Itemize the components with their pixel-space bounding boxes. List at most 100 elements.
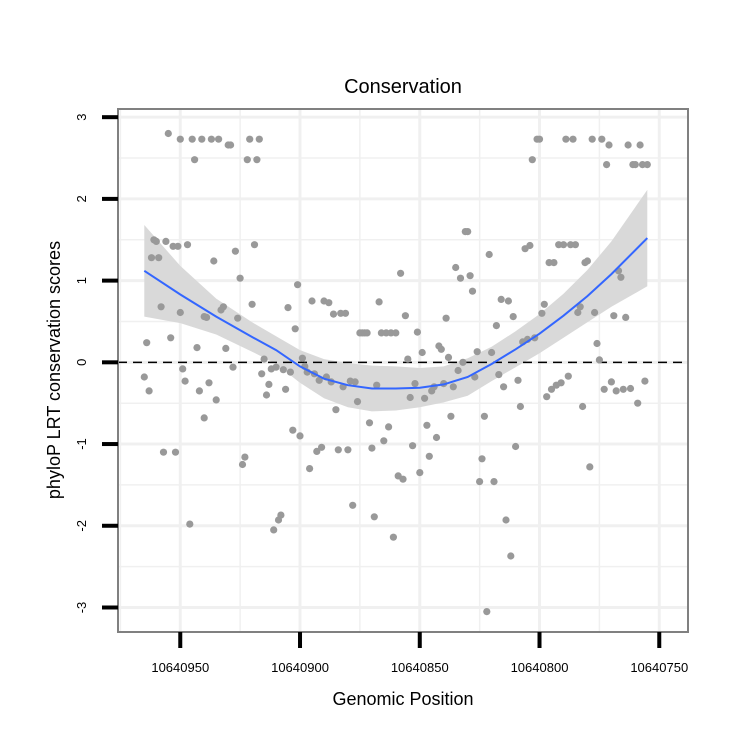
y-tick-label: 1 <box>74 277 89 284</box>
data-point <box>586 463 594 471</box>
data-point <box>404 355 412 363</box>
data-point <box>526 241 534 250</box>
data-point <box>234 314 242 322</box>
data-point <box>198 135 206 143</box>
data-point <box>282 385 290 393</box>
data-point <box>341 309 350 317</box>
data-point <box>215 135 223 143</box>
data-point <box>353 398 362 406</box>
data-point <box>286 368 294 376</box>
confidence-band <box>144 189 648 412</box>
data-point <box>205 379 213 387</box>
data-point <box>222 344 230 352</box>
data-point <box>459 358 467 366</box>
data-point <box>143 339 151 347</box>
data-point <box>207 135 215 143</box>
chart-title: Conservation <box>344 76 462 98</box>
data-point <box>617 273 625 281</box>
data-point <box>626 384 635 393</box>
data-point <box>490 478 498 486</box>
data-points <box>140 129 651 616</box>
x-axis: 10640950 10640900 10640850 10640800 10640750 <box>151 632 688 675</box>
data-point <box>636 141 644 149</box>
data-point <box>147 254 156 262</box>
data-point <box>612 387 620 395</box>
data-point <box>591 308 599 317</box>
data-point <box>157 303 165 311</box>
data-point <box>468 287 477 295</box>
data-point <box>375 298 383 306</box>
grid-lines <box>118 109 688 632</box>
data-point <box>473 348 481 356</box>
data-point <box>514 376 522 384</box>
smooth-line <box>143 237 649 390</box>
data-point <box>298 354 306 362</box>
data-point <box>174 242 182 250</box>
data-point <box>579 402 587 411</box>
data-point <box>466 272 474 280</box>
data-point <box>270 526 278 534</box>
data-point <box>145 387 153 395</box>
data-point <box>595 356 604 364</box>
data-point <box>241 453 249 461</box>
data-point <box>576 303 584 311</box>
data-point <box>392 329 400 337</box>
data-point <box>550 259 558 267</box>
data-point <box>140 373 148 381</box>
data-point <box>454 366 462 375</box>
data-point <box>600 385 608 393</box>
data-point <box>313 447 321 455</box>
data-point <box>397 269 405 277</box>
data-point <box>559 241 568 249</box>
data-point <box>516 402 525 411</box>
data-point <box>248 300 256 308</box>
data-point <box>449 383 457 391</box>
data-point <box>193 344 201 352</box>
data-point <box>593 339 601 348</box>
data-point <box>476 478 484 486</box>
data-point <box>212 396 220 404</box>
data-point <box>389 533 397 541</box>
data-point <box>195 387 203 395</box>
data-point <box>485 250 493 259</box>
data-point <box>464 228 472 236</box>
data-point <box>574 308 582 317</box>
data-point <box>495 371 503 379</box>
data-point <box>535 135 544 143</box>
data-point <box>562 135 570 143</box>
data-point <box>351 378 359 386</box>
data-point <box>557 379 565 387</box>
data-point <box>265 380 273 388</box>
data-point <box>349 501 357 509</box>
data-point <box>325 299 333 307</box>
data-point <box>634 399 642 407</box>
data-point <box>284 304 292 312</box>
y-tick-label: 2 <box>74 195 89 202</box>
data-point <box>243 156 251 164</box>
data-point <box>478 455 486 463</box>
data-point <box>188 135 196 143</box>
data-point <box>437 345 445 353</box>
data-point <box>181 377 189 385</box>
data-point <box>607 378 616 386</box>
data-point <box>176 135 184 143</box>
data-point <box>229 363 237 371</box>
data-point <box>296 432 304 440</box>
data-point <box>332 406 340 414</box>
data-point <box>569 135 577 143</box>
data-point <box>588 135 596 143</box>
data-point <box>641 377 649 385</box>
data-point <box>171 448 180 456</box>
data-point <box>480 412 488 420</box>
data-point <box>164 129 172 138</box>
data-point <box>538 309 546 317</box>
data-point <box>373 381 381 389</box>
data-point <box>511 442 520 451</box>
data-point <box>409 442 417 450</box>
data-point <box>272 363 280 371</box>
data-point <box>329 310 338 318</box>
data-point <box>262 391 271 399</box>
data-point <box>571 241 580 249</box>
data-point <box>294 281 302 289</box>
